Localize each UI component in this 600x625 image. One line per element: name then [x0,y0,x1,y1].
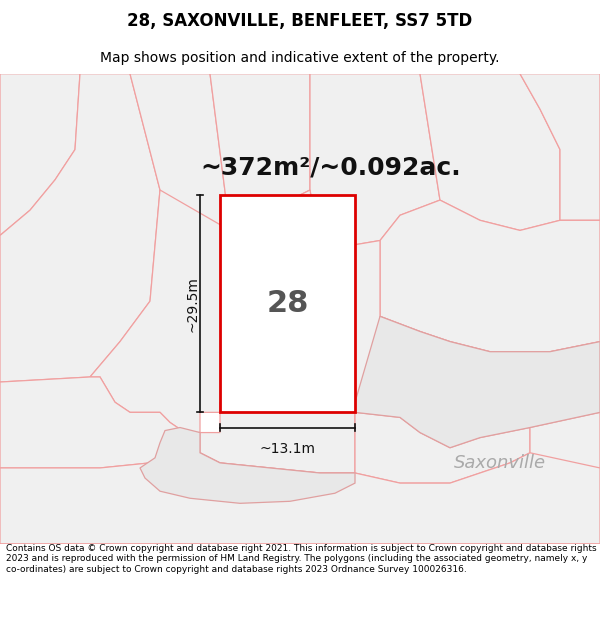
Polygon shape [130,74,230,331]
Text: 28, SAXONVILLE, BENFLEET, SS7 5TD: 28, SAXONVILLE, BENFLEET, SS7 5TD [127,12,473,29]
Polygon shape [90,190,600,448]
Polygon shape [380,200,600,352]
Polygon shape [355,412,530,483]
Polygon shape [210,74,310,231]
Text: 28: 28 [266,289,308,318]
Polygon shape [420,74,560,231]
Text: ~372m²/~0.092ac.: ~372m²/~0.092ac. [200,156,461,180]
Polygon shape [355,316,600,448]
Polygon shape [310,74,440,251]
Text: ~29.5m: ~29.5m [185,276,199,332]
Bar [220,195,355,412]
Text: ~13.1m: ~13.1m [260,442,316,456]
Polygon shape [200,412,355,473]
Text: Saxonville: Saxonville [454,454,546,472]
Text: Map shows position and indicative extent of the property.: Map shows position and indicative extent… [100,51,500,64]
Polygon shape [0,74,160,382]
Polygon shape [530,412,600,468]
Polygon shape [520,74,600,220]
Polygon shape [0,74,80,236]
Text: Contains OS data © Crown copyright and database right 2021. This information is : Contains OS data © Crown copyright and d… [6,544,596,574]
Polygon shape [0,377,200,468]
Polygon shape [140,428,355,503]
Polygon shape [0,452,600,544]
